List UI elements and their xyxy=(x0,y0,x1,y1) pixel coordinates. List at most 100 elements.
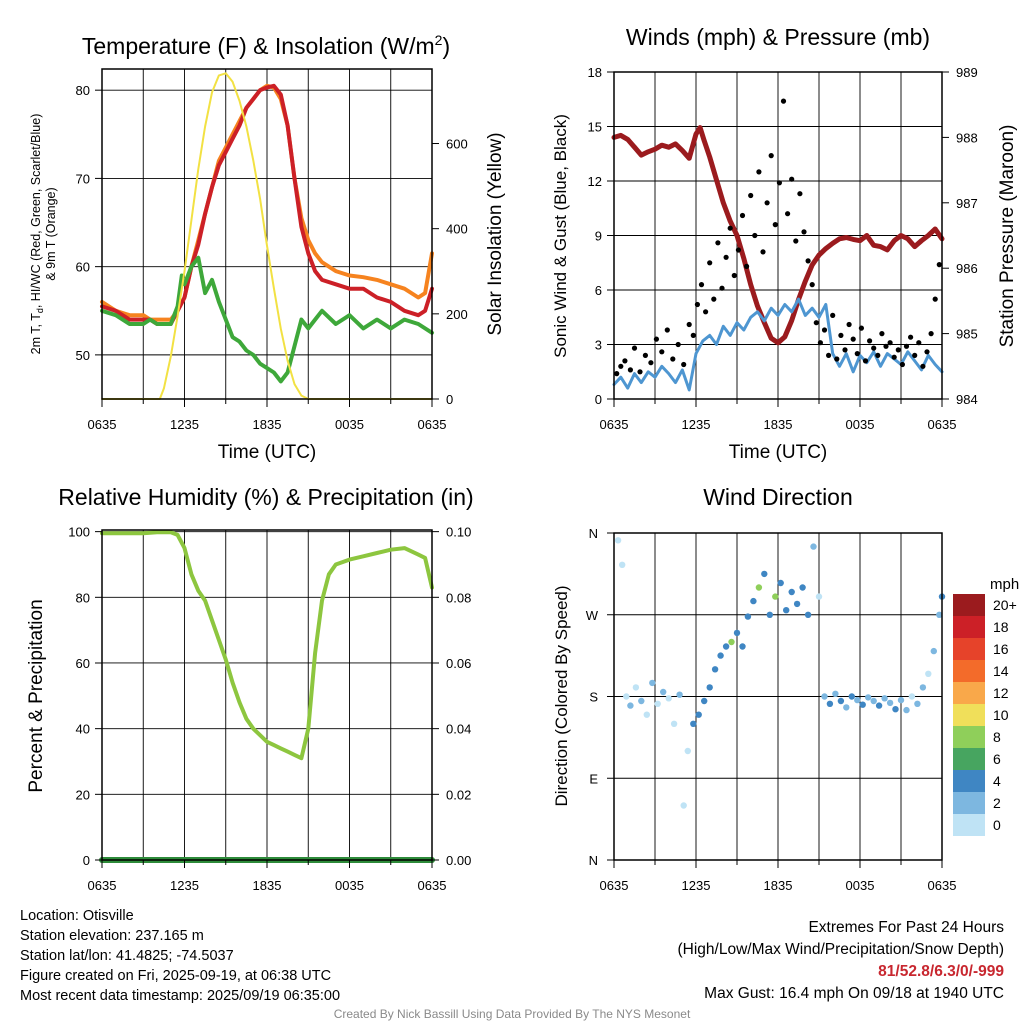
gust-point xyxy=(735,247,742,253)
wind-speed-legend-title: mph xyxy=(990,576,1019,593)
gust-point xyxy=(899,361,906,368)
sonic-wind-line xyxy=(612,297,944,392)
temperature-ylabel-left-2: & 9m T (Orange) xyxy=(44,187,58,280)
gust-point xyxy=(614,371,620,377)
direction-point xyxy=(848,693,855,700)
direction-point xyxy=(619,561,626,568)
y-tick-label-left: 60 xyxy=(76,260,90,275)
gust-point xyxy=(916,340,922,346)
y-tick-label-left: 50 xyxy=(76,348,90,363)
gust-point xyxy=(690,332,696,338)
gust-point xyxy=(908,334,914,340)
gust-point xyxy=(715,240,721,246)
direction-point xyxy=(761,570,768,578)
gust-point xyxy=(850,336,856,342)
legend-label: 12 xyxy=(993,685,1009,701)
direction-point xyxy=(701,697,708,705)
legend-label: 0 xyxy=(993,817,1001,833)
direction-point xyxy=(676,691,683,698)
direction-point xyxy=(744,613,752,620)
y-tick-label-left: 40 xyxy=(76,722,90,737)
gust-point xyxy=(854,351,860,357)
direction-point xyxy=(777,579,784,587)
direction-point xyxy=(815,593,823,600)
gust-point xyxy=(875,352,881,358)
gust-point xyxy=(920,363,926,369)
gust-point xyxy=(752,232,758,239)
gust-point xyxy=(838,332,844,338)
y-tick-label-left: 20 xyxy=(76,787,90,802)
gust-point xyxy=(631,345,638,351)
gust-point xyxy=(670,356,676,362)
legend-color-swatch xyxy=(953,704,985,726)
gust-point xyxy=(698,282,705,288)
gust-point xyxy=(797,191,803,197)
direction-point xyxy=(728,638,735,646)
humidity-ylabel: Percent & Precipitation xyxy=(26,599,47,792)
gust-point xyxy=(760,249,766,255)
extremes-summary: Extremes For Past 24 Hours (High/Low/Max… xyxy=(678,917,1005,1005)
gust-point xyxy=(648,360,654,366)
x-tick-label: 1835 xyxy=(764,417,793,432)
wind-pressure-panel: Winds (mph) & Pressure (mb) 0 3 6 9 12 15 18 98… xyxy=(551,24,1018,463)
gust-point xyxy=(711,296,717,302)
y-tick-label-right: 0.04 xyxy=(446,722,471,737)
direction-point xyxy=(821,693,828,700)
extremes-subtitle: (High/Low/Max Wind/Precipitation/Snow De… xyxy=(677,941,1005,958)
direction-point xyxy=(739,643,746,650)
gust-point xyxy=(731,272,737,279)
direction-point xyxy=(632,684,640,691)
direction-point xyxy=(695,711,702,718)
wind-pressure-xlabel: Time (UTC) xyxy=(729,442,828,463)
x-tick-label: 0035 xyxy=(846,417,875,432)
x-tick-label: 0035 xyxy=(335,417,364,432)
direction-point xyxy=(854,696,861,704)
gust-point xyxy=(862,358,869,364)
gust-point xyxy=(826,352,832,358)
direction-point xyxy=(755,584,763,591)
gust-point xyxy=(703,309,709,315)
legend-label: 20+ xyxy=(993,597,1017,613)
gust-point xyxy=(834,356,840,362)
y-tick-label-left: 9 xyxy=(595,229,602,244)
gust-point xyxy=(928,331,934,337)
wind-pressure-ticks: 0 3 6 9 12 15 18 984 985 986 987 988 989 0635 1235 1835… xyxy=(588,65,978,432)
figure-created: Figure created on Fri, 2025-09-19, at 06… xyxy=(20,968,332,984)
temperature-ylabel-left-1: 2m T, Td, HI/WC (Red, Green, Scarlet/Blu… xyxy=(29,114,45,355)
legend-color-swatch xyxy=(953,638,985,660)
y-tick-label-right: 985 xyxy=(956,327,978,342)
y-tick-label-right: 600 xyxy=(446,137,468,152)
x-tick-label: 0635 xyxy=(600,878,629,893)
gust-point xyxy=(772,222,778,228)
gust-point xyxy=(858,325,865,331)
gust-point xyxy=(768,153,774,159)
legend-color-swatch xyxy=(953,594,985,616)
direction-point xyxy=(919,684,927,691)
direction-point xyxy=(793,600,801,608)
direction-tick-label: N xyxy=(589,526,598,541)
y-tick-label-left: 100 xyxy=(68,525,90,540)
gust-point xyxy=(813,320,819,326)
gust-point xyxy=(756,169,762,175)
direction-point xyxy=(837,697,845,705)
x-tick-label: 0635 xyxy=(600,417,629,432)
gust-point xyxy=(618,363,624,369)
direction-point xyxy=(670,720,678,727)
direction-point xyxy=(711,666,719,673)
direction-point xyxy=(690,720,697,727)
gust-point xyxy=(664,327,670,333)
wind-direction-panel-title: Wind Direction xyxy=(703,484,853,510)
y-tick-label-right: 200 xyxy=(446,307,468,322)
x-tick-label: 0635 xyxy=(928,417,957,432)
y-tick-label-left: 6 xyxy=(595,283,602,298)
station-location: Location: Otisville xyxy=(20,908,134,924)
gust-point xyxy=(830,312,836,318)
gust-point xyxy=(744,263,750,269)
direction-point xyxy=(788,588,795,596)
direction-tick-label: E xyxy=(589,771,598,786)
y-tick-label-left: 0 xyxy=(595,392,602,407)
direction-point xyxy=(875,702,883,709)
direction-point xyxy=(643,711,650,718)
x-tick-label: 1235 xyxy=(170,417,199,432)
